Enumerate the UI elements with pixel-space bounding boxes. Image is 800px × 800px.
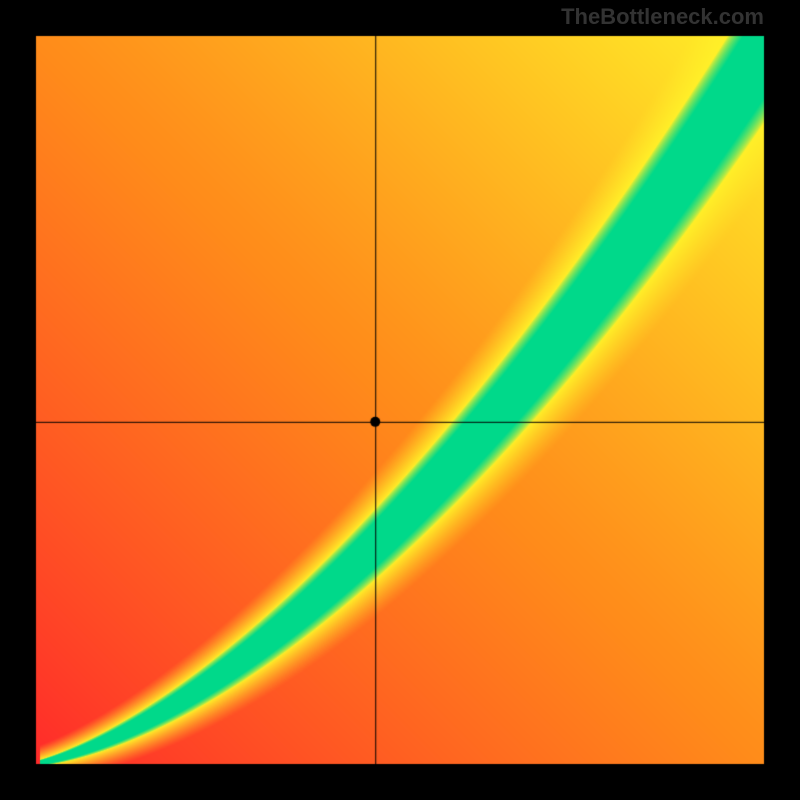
watermark-text: TheBottleneck.com — [561, 4, 764, 30]
bottleneck-heatmap-canvas — [0, 0, 800, 800]
chart-container: TheBottleneck.com — [0, 0, 800, 800]
